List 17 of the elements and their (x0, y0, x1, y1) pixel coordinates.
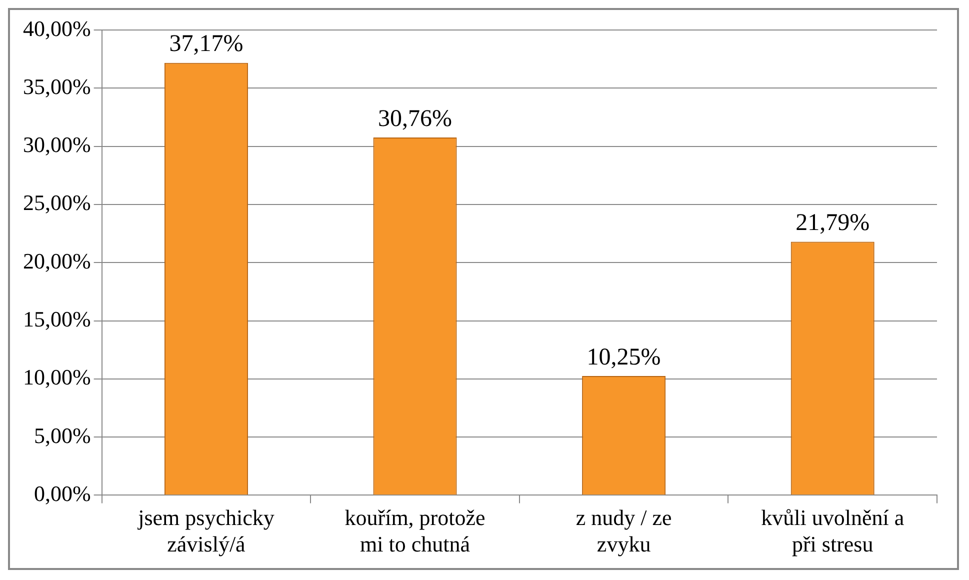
y-tick-label: 35,00% (23, 74, 91, 99)
y-tick-label: 40,00% (23, 16, 91, 41)
x-tick-label: z nudy / ze zvyku (576, 505, 672, 557)
y-tick-label: 0,00% (34, 480, 91, 506)
x-tick-label: kvůli uvolnění a při stresu (761, 505, 904, 557)
x-tick-label: kouřím, protože mi to chutná (344, 505, 486, 557)
y-tick-label: 25,00% (23, 190, 91, 216)
y-tick-label: 20,00% (23, 248, 91, 274)
y-tick-label: 5,00% (34, 422, 91, 448)
y-tick-label: 30,00% (23, 132, 91, 158)
data-label: 30,76% (378, 106, 452, 132)
y-tick-label: 15,00% (23, 306, 91, 332)
data-label: 21,79% (796, 210, 870, 236)
data-label: 10,25% (586, 344, 661, 370)
y-tick-label: 10,00% (23, 364, 91, 390)
x-tick-label: jsem psychicky závislý/á (137, 505, 274, 557)
data-label: 37,17% (169, 31, 244, 58)
